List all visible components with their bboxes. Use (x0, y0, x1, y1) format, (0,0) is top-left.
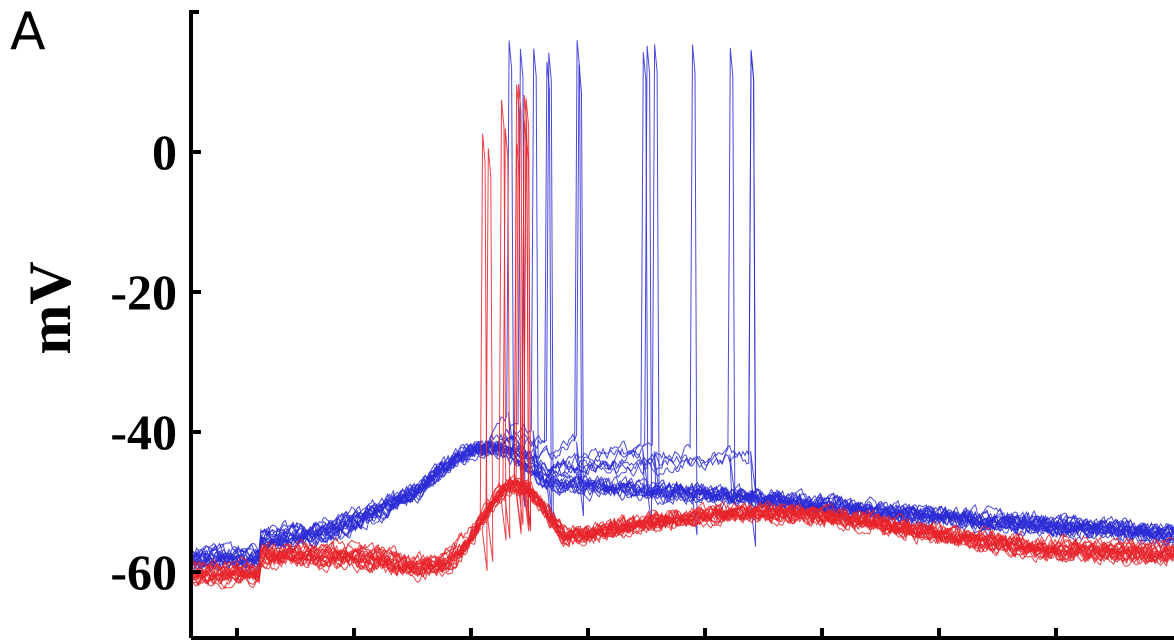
y-tick-label: -20 (110, 264, 177, 320)
blue-trace (190, 45, 1174, 563)
blue-trace (190, 40, 1174, 565)
blue-trace (190, 64, 1174, 560)
axes-group: 0 -20 -40 -60 (110, 10, 1174, 640)
blue-trace (190, 44, 1174, 572)
y-tick-label: 0 (152, 124, 177, 180)
red-trace (190, 148, 1174, 586)
panel-label: A (10, 2, 46, 62)
red-trace (190, 84, 1174, 583)
red-trace (190, 120, 1174, 580)
y-tick-label: -60 (110, 544, 177, 600)
blue-trace (190, 44, 1174, 564)
blue-trace (190, 52, 1174, 570)
red-trace (190, 99, 1174, 583)
red-trace (190, 480, 1174, 579)
red-trace (190, 128, 1174, 575)
trace-group (190, 40, 1174, 590)
y-tick-label: -40 (110, 404, 177, 460)
